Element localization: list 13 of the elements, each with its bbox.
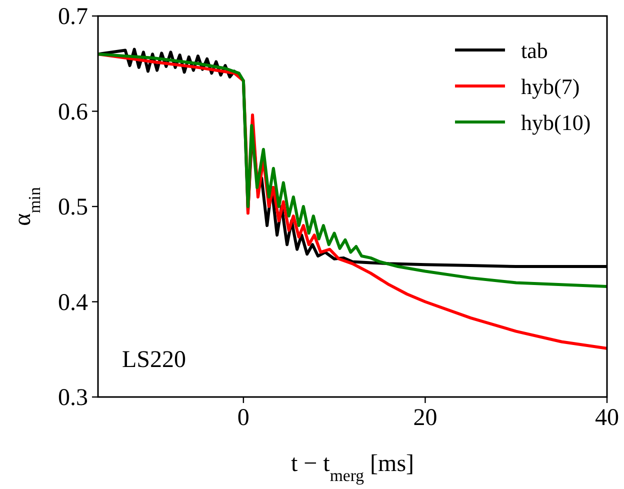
y-tick-label: 0.3 xyxy=(58,385,88,411)
x-tick-label: 40 xyxy=(595,405,619,431)
x-axis-title: t − t$_{merg}$ [ms] xyxy=(290,451,414,484)
x-tick-label: 20 xyxy=(413,405,438,431)
y-tick-label: 0.5 xyxy=(58,194,88,220)
y-tick-label: 0.4 xyxy=(58,290,88,316)
legend-label: hyb(10) xyxy=(521,110,591,135)
x-tick-label: 0 xyxy=(237,405,250,431)
annotation: LS220 xyxy=(122,347,186,373)
legend-label: tab xyxy=(521,38,548,63)
y-tick-label: 0.7 xyxy=(58,4,88,30)
y-tick-label: 0.6 xyxy=(58,99,88,126)
legend-label: hyb(7) xyxy=(521,74,580,99)
